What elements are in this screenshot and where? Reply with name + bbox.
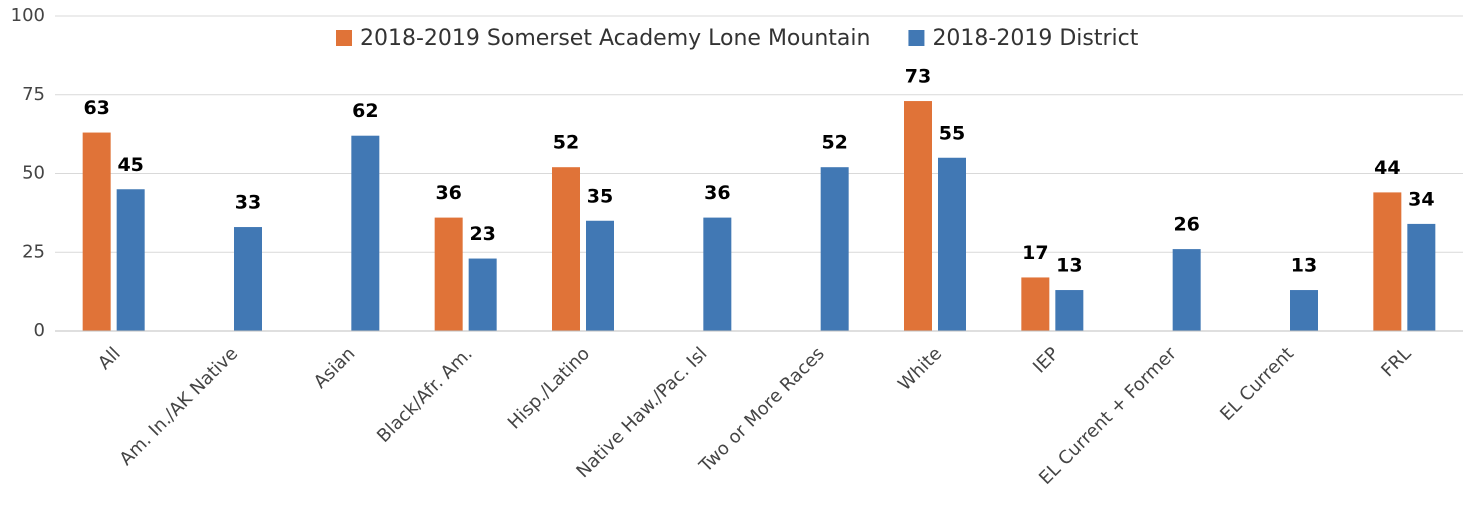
legend-swatch — [908, 30, 925, 46]
legend-label: 2018-2019 Somerset Academy Lone Mountain — [360, 26, 870, 51]
legend-label: 2018-2019 District — [932, 26, 1138, 51]
x-tick-label: EL Current — [1216, 343, 1298, 425]
bar — [434, 217, 463, 331]
legend-swatch — [336, 30, 352, 46]
bar — [116, 189, 145, 331]
x-tick-label: EL Current + Former — [1035, 343, 1181, 489]
x-tick-label: Asian — [310, 343, 360, 393]
bar — [234, 227, 262, 331]
bar — [468, 258, 497, 331]
x-tick-label: Two or More Races — [695, 343, 829, 477]
bar — [1021, 277, 1050, 331]
bar — [1407, 223, 1436, 331]
value-label: 63 — [83, 97, 109, 119]
value-label: 52 — [821, 132, 847, 154]
value-label: 44 — [1374, 157, 1400, 179]
bar — [904, 101, 932, 331]
y-tick-label: 25 — [22, 241, 45, 262]
value-label: 52 — [553, 132, 579, 154]
value-label: 13 — [1291, 255, 1317, 277]
value-label: 26 — [1173, 214, 1199, 236]
value-label: 33 — [235, 192, 261, 214]
value-label: 62 — [352, 100, 378, 122]
value-label: 45 — [117, 154, 143, 176]
y-tick-label: 0 — [34, 320, 45, 341]
y-tick-label: 100 — [11, 5, 45, 26]
bar — [552, 167, 580, 331]
bar — [703, 217, 732, 331]
bar — [82, 132, 111, 331]
value-label: 34 — [1408, 188, 1434, 210]
value-label: 17 — [1022, 242, 1048, 264]
value-label: 23 — [469, 223, 495, 245]
bar — [1055, 290, 1084, 331]
x-tick-label: Hisp./Latino — [504, 343, 594, 433]
bar — [938, 157, 966, 331]
value-label: 73 — [905, 66, 931, 88]
bar — [586, 220, 614, 331]
bar — [1373, 192, 1402, 331]
x-tick-label: Am. In./AK Native — [116, 343, 243, 470]
x-tick-label: FRL — [1377, 343, 1415, 381]
y-tick-label: 75 — [22, 84, 45, 105]
bar — [1290, 290, 1318, 331]
value-label: 35 — [587, 185, 613, 207]
x-tick-label: All — [94, 343, 125, 374]
y-tick-label: 50 — [22, 163, 45, 184]
x-tick-label: IEP — [1029, 343, 1063, 377]
value-label: 13 — [1056, 255, 1082, 277]
value-label: 36 — [435, 182, 461, 204]
value-label: 36 — [704, 182, 730, 204]
x-tick-label: Black/Afr. Am. — [373, 343, 477, 447]
bar — [820, 167, 849, 331]
bar — [351, 135, 380, 331]
x-tick-label: Native Haw./Pac. Isl — [572, 343, 711, 482]
bar — [1172, 249, 1201, 331]
value-label: 55 — [939, 122, 965, 144]
x-tick-label: White — [894, 343, 946, 395]
